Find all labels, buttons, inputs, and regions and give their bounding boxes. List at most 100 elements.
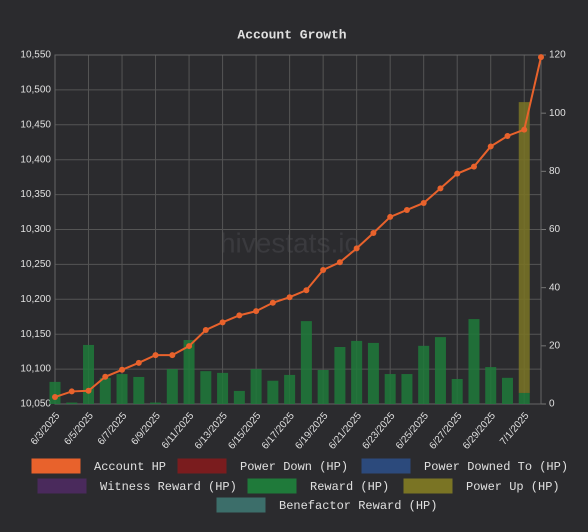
bar (200, 371, 212, 404)
point (370, 229, 377, 236)
point (437, 185, 444, 192)
point (320, 266, 327, 273)
chart-title: Account Growth (237, 27, 346, 42)
y-tick-label: 10,350 (20, 189, 51, 200)
point (336, 259, 343, 266)
x-tick-label: 6/11/2025 (160, 410, 197, 451)
bar (334, 346, 346, 404)
line (54, 56, 542, 398)
bar (116, 374, 128, 404)
y-tick-label: 10,500 (20, 85, 51, 96)
plot-border (54, 54, 542, 405)
point (269, 299, 276, 306)
x-tick-label: 6/27/2025 (427, 410, 464, 451)
point (403, 206, 410, 213)
bar (518, 102, 530, 393)
bar (49, 381, 61, 404)
bar (300, 321, 312, 404)
bar (518, 392, 530, 404)
bar (250, 369, 262, 404)
y2-tick-label: 120 (549, 50, 566, 61)
x-tick-label: 6/21/2025 (327, 410, 364, 451)
legend-swatch (216, 497, 266, 513)
x-tick-label: 6/13/2025 (193, 410, 230, 451)
point (487, 143, 494, 150)
bar (83, 344, 95, 404)
bar (351, 340, 363, 404)
legend-label: Account HP (94, 460, 166, 474)
x-tick-label: 6/29/2025 (461, 410, 498, 451)
bar (284, 374, 296, 404)
bar (267, 380, 279, 404)
x-tick-label: 7/1/2025 (498, 410, 532, 447)
legend-swatch (37, 478, 87, 494)
bar (434, 337, 446, 404)
y-tick-label: 10,550 (20, 50, 51, 61)
point (152, 352, 159, 359)
bar (468, 319, 480, 404)
legend-swatch (403, 478, 453, 494)
bar (367, 342, 379, 404)
point (219, 319, 226, 326)
x-tick-label: 6/25/2025 (394, 410, 431, 451)
bar (133, 376, 145, 404)
legend-label: Power Down (HP) (240, 460, 348, 474)
point (286, 294, 293, 301)
y2-tick-label: 0 (549, 399, 555, 410)
point (169, 352, 176, 359)
point (353, 245, 360, 252)
y-tick-label: 10,400 (20, 154, 51, 165)
legend-swatch (31, 458, 81, 474)
point (119, 366, 126, 373)
bar (66, 402, 78, 404)
x-tick-label: 6/3/2025 (29, 410, 63, 447)
y2-tick-label: 40 (549, 282, 561, 293)
y2-tick-label: 100 (549, 108, 566, 119)
point (253, 308, 260, 315)
x-tick-label: 6/15/2025 (226, 410, 263, 451)
bar (401, 374, 413, 404)
point (454, 170, 461, 177)
y2-tick-label: 60 (549, 224, 561, 235)
bar (384, 374, 396, 404)
y2-tick-label: 20 (549, 340, 561, 351)
legend-label: Power Up (HP) (466, 480, 560, 494)
bar (233, 390, 245, 404)
x-tick-label: 6/5/2025 (62, 410, 96, 447)
legend-label: Reward (HP) (310, 480, 389, 494)
x-tick-label: 6/17/2025 (260, 410, 297, 451)
bar (501, 377, 513, 404)
bar (166, 369, 178, 404)
bar (317, 369, 329, 404)
bar (183, 340, 195, 404)
bar (217, 372, 229, 404)
legend-label: Power Downed To (HP) (424, 460, 568, 474)
y-tick-label: 10,200 (20, 294, 51, 305)
y-tick-label: 10,250 (20, 259, 51, 270)
bar (451, 378, 463, 404)
point (521, 126, 528, 133)
x-tick-label: 6/9/2025 (129, 410, 163, 447)
bar (150, 402, 162, 404)
bar (485, 367, 497, 404)
point (186, 343, 193, 350)
point (52, 394, 58, 401)
x-tick-label: 6/19/2025 (293, 410, 330, 451)
point (538, 54, 544, 61)
y-tick-label: 10,150 (20, 329, 51, 340)
point (202, 327, 209, 334)
point (68, 388, 75, 395)
x-tick-label: 6/23/2025 (360, 410, 397, 451)
point (102, 373, 109, 380)
y-tick-label: 10,300 (20, 224, 51, 235)
point (387, 213, 394, 220)
point (303, 287, 310, 294)
point (85, 387, 92, 394)
point (470, 163, 477, 170)
y-tick-label: 10,050 (20, 399, 51, 410)
legend-swatch (247, 478, 297, 494)
point (420, 199, 427, 206)
y2-tick-label: 80 (549, 166, 561, 177)
bar (418, 345, 430, 404)
